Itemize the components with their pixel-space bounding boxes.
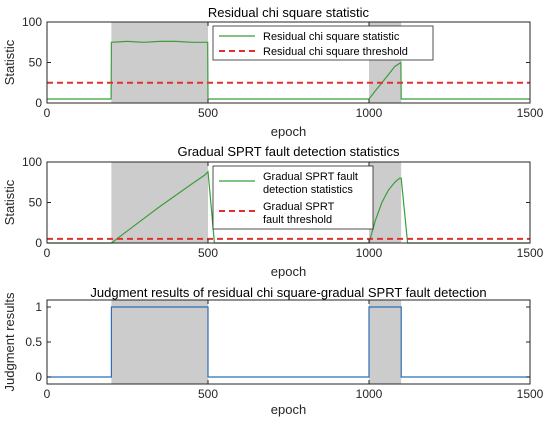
series-line-1 [47,40,530,100]
x-tick-label: 1000 [356,387,383,401]
legend-label: Gradual SPRT fault threshold [263,201,335,226]
fault-region-2 [369,162,402,243]
fault-region-1 [111,162,208,243]
chart-panel-2: 0 500 1000 1500 0 50 100 Gradual SPRT fault det… [2,144,544,279]
y-axis-label: Judgment results [2,292,17,391]
y-tick-label: 50 [29,196,43,210]
y-tick-label: 1 [35,300,42,314]
legend-label: Gradual SPRT fault detection statistics [263,171,358,196]
x-axis-label: epoch [271,124,306,139]
y-tick-label: 0 [35,96,42,110]
x-tick-label: 1000 [356,246,383,260]
legend-box [212,25,434,61]
x-tick-label: 1500 [517,387,544,401]
legend: Residual chi square statistic Residual ch… [212,25,434,61]
y-tick-label: 0.5 [25,335,42,349]
x-tick-label: 1500 [517,246,544,260]
x-tick-label: 0 [44,106,51,120]
y-tick-label: 0 [35,236,42,250]
x-tick-label: 1000 [356,106,383,120]
x-tick-label: 500 [198,246,218,260]
x-tick-label: 0 [44,246,51,260]
chart-title: Judgment results of residual chi square-… [90,285,486,300]
legend-label: Residual chi square threshold [263,46,408,58]
y-axis-label: Statistic [2,39,17,85]
y-tick-label: 0 [35,370,42,384]
legend-label: Residual chi square statistic [263,31,400,43]
x-tick-label: 1500 [517,106,544,120]
x-tick-label: 0 [44,387,51,401]
legend: Gradual SPRT fault detection statistics Gr… [212,165,374,230]
chart-panel-3: 0 500 1000 1500 0 0.5 1 Judgment results of res… [2,285,544,417]
chart-title: Residual chi square statistic [208,5,370,20]
x-axis-label: epoch [271,264,306,279]
y-axis-label: Statistic [2,179,17,225]
y-tick-label: 100 [22,15,42,29]
y-tick-label: 100 [22,155,42,169]
fault-region-1 [111,22,208,103]
y-tick-label: 50 [29,56,43,70]
legend-box [212,165,374,230]
chart-panel-1: 0 500 1000 1500 0 50 100 Residual chi square st… [2,5,544,139]
chart-title: Gradual SPRT fault detection statistics [177,144,400,159]
x-axis-label: epoch [271,402,306,417]
series-line-1 [47,306,530,378]
x-tick-label: 500 [198,106,218,120]
x-tick-label: 500 [198,387,218,401]
fault-region-2 [369,300,402,384]
fault-region-1 [111,300,208,384]
